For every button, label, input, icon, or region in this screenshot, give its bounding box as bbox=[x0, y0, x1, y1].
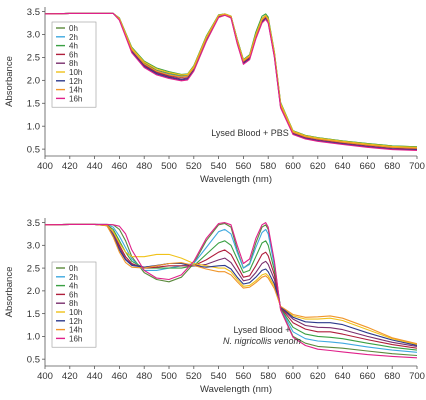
legend-label-0h: 0h bbox=[69, 264, 78, 273]
series-line-0h bbox=[45, 12, 417, 148]
x-tick-label: 420 bbox=[62, 371, 78, 382]
y-tick-label: 2.5 bbox=[27, 53, 40, 64]
x-tick-label: 560 bbox=[235, 371, 251, 382]
x-tick-label: 480 bbox=[136, 161, 152, 172]
x-tick-label: 400 bbox=[37, 161, 53, 172]
x-tick-label: 660 bbox=[359, 371, 375, 382]
annotation-line-2: N. nigricollis venom bbox=[223, 336, 302, 346]
series-line-8h bbox=[45, 223, 417, 347]
legend-label-2h: 2h bbox=[69, 33, 78, 42]
x-tick-label: 660 bbox=[359, 161, 375, 172]
y-tick-label: 2.5 bbox=[27, 263, 40, 274]
x-tick-label: 600 bbox=[285, 161, 301, 172]
y-tick-label: 2.0 bbox=[27, 286, 40, 297]
x-tick-label: 420 bbox=[62, 161, 78, 172]
x-tick-label: 700 bbox=[409, 161, 425, 172]
series-line-16h bbox=[45, 222, 417, 359]
x-tick-label: 620 bbox=[310, 161, 326, 172]
annotation-line-1: Lysed Blood + PBS bbox=[211, 128, 288, 138]
legend-label-14h: 14h bbox=[69, 86, 82, 95]
y-tick-label: 1.5 bbox=[27, 98, 40, 109]
x-tick-label: 460 bbox=[111, 161, 127, 172]
legend-label-6h: 6h bbox=[69, 290, 78, 299]
annotation-line-1: Lysed Blood + bbox=[234, 325, 291, 335]
legend-label-4h: 4h bbox=[69, 42, 78, 51]
legend-label-10h: 10h bbox=[69, 68, 82, 77]
series-line-4h bbox=[45, 223, 417, 351]
y-tick-label: 3.5 bbox=[27, 7, 40, 18]
series-line-16h bbox=[45, 12, 417, 152]
x-tick-label: 620 bbox=[310, 371, 326, 382]
x-tick-label: 680 bbox=[384, 161, 400, 172]
y-tick-label: 3.5 bbox=[27, 218, 40, 229]
series-line-6h bbox=[45, 223, 417, 349]
series-line-10h bbox=[45, 223, 417, 346]
y-tick-label: 0.5 bbox=[27, 354, 40, 365]
chart-panel-2: 400 420 440 460 480 500 520 540 560 580 600 620 640 6… bbox=[4, 218, 425, 395]
chart-panel-1: 400 420 440 460 480 500 520 540 560 580 600 620 640 6… bbox=[4, 7, 425, 185]
x-tick-label: 580 bbox=[260, 371, 276, 382]
y-tick-label: 1.0 bbox=[27, 121, 40, 132]
x-tick-label: 520 bbox=[186, 161, 202, 172]
series-line-4h bbox=[45, 12, 417, 148]
series-line-0h bbox=[45, 222, 417, 357]
legend-label-8h: 8h bbox=[69, 59, 78, 68]
x-tick-label: 560 bbox=[235, 161, 251, 172]
y-axis-label: Absorbance bbox=[4, 56, 15, 107]
y-tick-label: 0.5 bbox=[27, 144, 40, 155]
y-tick-label: 3.0 bbox=[27, 30, 40, 41]
x-tick-label: 440 bbox=[87, 371, 103, 382]
series-line-14h bbox=[45, 223, 417, 345]
x-tick-label: 700 bbox=[409, 371, 425, 382]
legend-label-12h: 12h bbox=[69, 77, 82, 86]
series-line-12h bbox=[45, 223, 417, 347]
x-tick-label: 400 bbox=[37, 371, 53, 382]
x-tick-label: 580 bbox=[260, 161, 276, 172]
legend-label-12h: 12h bbox=[69, 317, 82, 326]
legend-label-10h: 10h bbox=[69, 308, 82, 317]
x-tick-label: 640 bbox=[335, 161, 351, 172]
x-tick-label: 500 bbox=[161, 161, 177, 172]
legend-label-14h: 14h bbox=[69, 326, 82, 335]
y-tick-label: 2.0 bbox=[27, 76, 40, 87]
x-tick-label: 600 bbox=[285, 371, 301, 382]
x-tick-label: 540 bbox=[211, 371, 227, 382]
y-tick-label: 1.0 bbox=[27, 332, 40, 343]
legend-label-16h: 16h bbox=[69, 94, 82, 103]
legend-label-16h: 16h bbox=[69, 334, 82, 343]
x-tick-label: 500 bbox=[161, 371, 177, 382]
x-tick-label: 460 bbox=[111, 371, 127, 382]
legend-label-0h: 0h bbox=[69, 24, 78, 33]
legend-label-2h: 2h bbox=[69, 273, 78, 282]
x-axis-label: Wavelength (nm) bbox=[200, 384, 272, 395]
y-tick-label: 3.0 bbox=[27, 241, 40, 252]
x-tick-label: 520 bbox=[186, 371, 202, 382]
y-axis-label: Absorbance bbox=[4, 267, 15, 318]
x-tick-label: 640 bbox=[335, 371, 351, 382]
y-tick-label: 1.5 bbox=[27, 309, 40, 320]
series-line-2h bbox=[45, 223, 417, 353]
legend-label-4h: 4h bbox=[69, 282, 78, 291]
x-tick-label: 540 bbox=[211, 161, 227, 172]
legend-label-6h: 6h bbox=[69, 50, 78, 59]
x-tick-label: 440 bbox=[87, 161, 103, 172]
x-tick-label: 680 bbox=[384, 371, 400, 382]
legend-label-8h: 8h bbox=[69, 299, 78, 308]
x-axis-label: Wavelength (nm) bbox=[200, 174, 272, 185]
x-tick-label: 480 bbox=[136, 371, 152, 382]
